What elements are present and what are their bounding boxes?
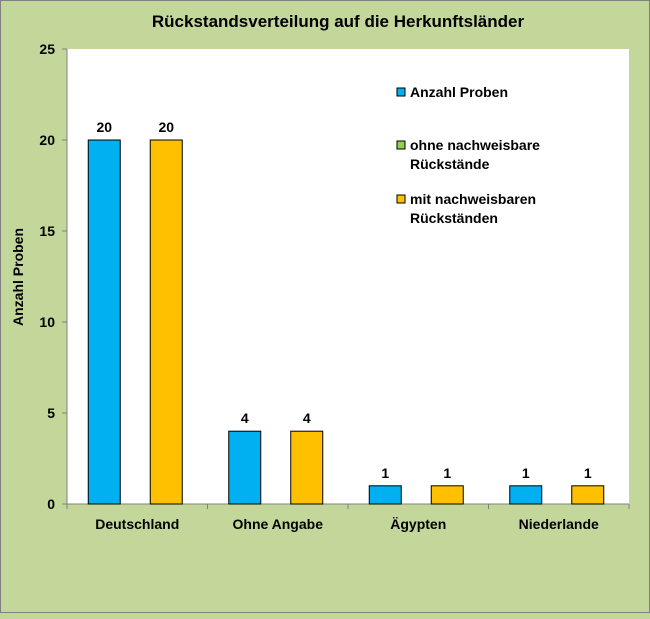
x-tick-label: Ägypten <box>390 516 446 532</box>
y-tick-label: 10 <box>39 314 55 330</box>
x-tick-label: Ohne Angabe <box>233 516 324 532</box>
legend-label: Rückstände <box>410 156 490 172</box>
data-label: 4 <box>303 410 311 426</box>
data-label: 4 <box>241 410 249 426</box>
legend-label: mit nachweisbaren <box>410 191 536 207</box>
x-tick-label: Deutschland <box>95 516 179 532</box>
bar-1 <box>368 485 402 505</box>
y-tick-label: 15 <box>39 223 55 239</box>
bar-1 <box>87 139 121 505</box>
data-label: 1 <box>584 465 592 481</box>
legend-swatch <box>396 140 406 150</box>
bar-3 <box>149 139 183 505</box>
y-tick-label: 0 <box>47 496 55 512</box>
legend-label: ohne nachweisbare <box>410 137 540 153</box>
data-label: 20 <box>96 119 112 135</box>
chart-title: Rückstandsverteilung auf die Herkunftslä… <box>152 12 525 31</box>
y-tick-label: 20 <box>39 132 55 148</box>
data-label: 1 <box>522 465 530 481</box>
data-label: 20 <box>158 119 174 135</box>
legend-label: Anzahl Proben <box>410 84 508 100</box>
y-tick-label: 25 <box>39 41 55 57</box>
data-label: 1 <box>443 465 451 481</box>
data-label: 1 <box>381 465 389 481</box>
bar-1 <box>509 485 543 505</box>
bar-1 <box>228 430 262 505</box>
y-tick-label: 5 <box>47 405 55 421</box>
bar-3 <box>430 485 464 505</box>
bar-3 <box>571 485 605 505</box>
legend-label: Rückständen <box>410 210 498 226</box>
bar-3 <box>290 430 324 505</box>
x-tick-label: Niederlande <box>519 516 599 532</box>
y-axis-label: Anzahl Proben <box>10 228 26 326</box>
legend-swatch <box>396 194 406 204</box>
legend-swatch <box>396 87 406 97</box>
